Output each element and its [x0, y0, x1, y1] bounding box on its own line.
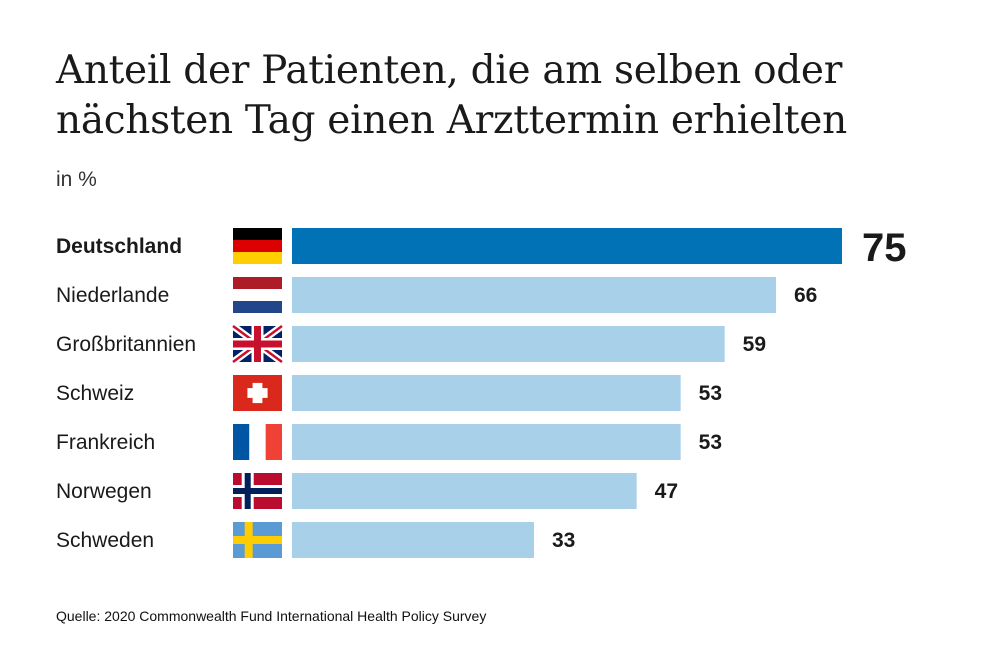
- switzerland-flag-icon: [233, 375, 282, 411]
- bar-deutschland: [292, 228, 842, 264]
- bar-norwegen: [292, 473, 637, 509]
- chart-title-line-2: nächsten Tag einen Arzttermin erhielten: [56, 98, 847, 143]
- category-label-norwegen: Norwegen: [56, 480, 152, 503]
- bar-frankreich: [292, 424, 681, 460]
- category-label-gro-britannien: Großbritannien: [56, 333, 196, 356]
- value-label-norwegen: 47: [655, 480, 678, 503]
- value-label-gro-britannien: 59: [743, 333, 766, 356]
- chart-subtitle: in %: [56, 168, 97, 191]
- france-flag-icon: [233, 424, 282, 460]
- category-label-schweiz: Schweiz: [56, 382, 134, 405]
- norway-flag-icon: [233, 473, 282, 509]
- value-label-deutschland: 75: [862, 226, 907, 270]
- value-label-frankreich: 53: [699, 431, 722, 454]
- value-label-niederlande: 66: [794, 284, 817, 307]
- category-label-frankreich: Frankreich: [56, 431, 155, 454]
- source-note: Quelle: 2020 Commonwealth Fund Internati…: [56, 608, 487, 624]
- value-label-schweden: 33: [552, 529, 575, 552]
- netherlands-flag-icon: [233, 277, 282, 313]
- category-label-niederlande: Niederlande: [56, 284, 169, 307]
- uk-flag-icon: [230, 323, 285, 365]
- sweden-flag-icon: [233, 522, 282, 558]
- value-label-schweiz: 53: [699, 382, 722, 405]
- bar-gro-britannien: [292, 326, 725, 362]
- category-label-deutschland: Deutschland: [56, 235, 182, 258]
- bar-chart: Deutschland 75 Niederlande 66 Großbritannien…: [56, 226, 907, 558]
- bar-niederlande: [292, 277, 776, 313]
- bar-schweiz: [292, 375, 681, 411]
- chart-title: Anteil der Patienten, die am selben oder…: [56, 46, 956, 146]
- germany-flag-icon: [233, 228, 282, 264]
- category-label-schweden: Schweden: [56, 529, 154, 552]
- chart-title-line-1: Anteil der Patienten, die am selben oder: [56, 48, 843, 93]
- bar-schweden: [292, 522, 534, 558]
